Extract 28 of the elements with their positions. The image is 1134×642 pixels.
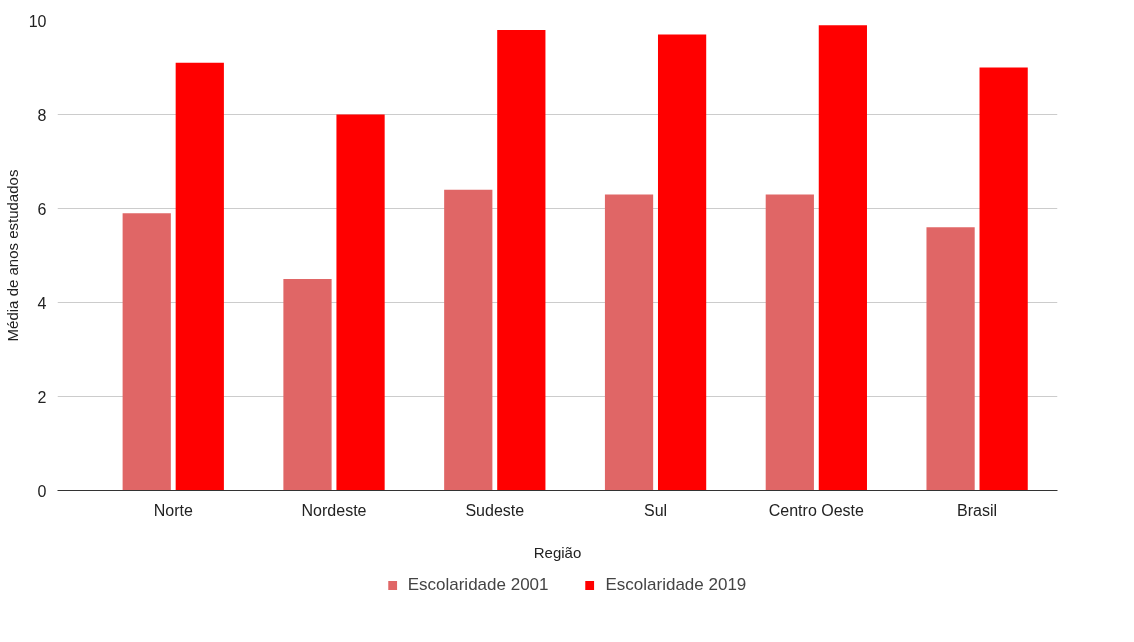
y-tick-label: 2 (37, 388, 47, 406)
bar (497, 29, 546, 491)
bar (926, 227, 975, 491)
bar (657, 34, 707, 491)
bar (979, 67, 1028, 491)
y-tick-label: 6 (37, 200, 47, 218)
x-tick-label: Sudeste (465, 501, 525, 519)
y-tick-label: 0 (37, 482, 47, 500)
y-tick-label: 10 (28, 12, 47, 30)
x-axis-title: Região (533, 543, 582, 561)
x-tick-label: Norte (153, 501, 193, 519)
bar (818, 25, 867, 491)
bar (175, 62, 224, 491)
bar (122, 213, 171, 491)
bar (336, 114, 385, 491)
bar (444, 189, 493, 491)
y-axis-title: Média de anos estudados (3, 169, 21, 342)
bar (604, 194, 654, 491)
x-tick-label: Brasil (957, 501, 998, 519)
legend-label: Escolaridade 2019 (605, 575, 747, 595)
bar (765, 194, 814, 491)
y-tick-label: 8 (37, 106, 47, 124)
y-tick-label: 4 (37, 294, 47, 312)
x-tick-label: Nordeste (301, 501, 367, 519)
legend-label: Escolaridade 2001 (407, 575, 549, 595)
x-tick-label: Centro Oeste (768, 501, 865, 519)
bar (283, 279, 332, 491)
x-tick-label: Sul (644, 501, 668, 519)
